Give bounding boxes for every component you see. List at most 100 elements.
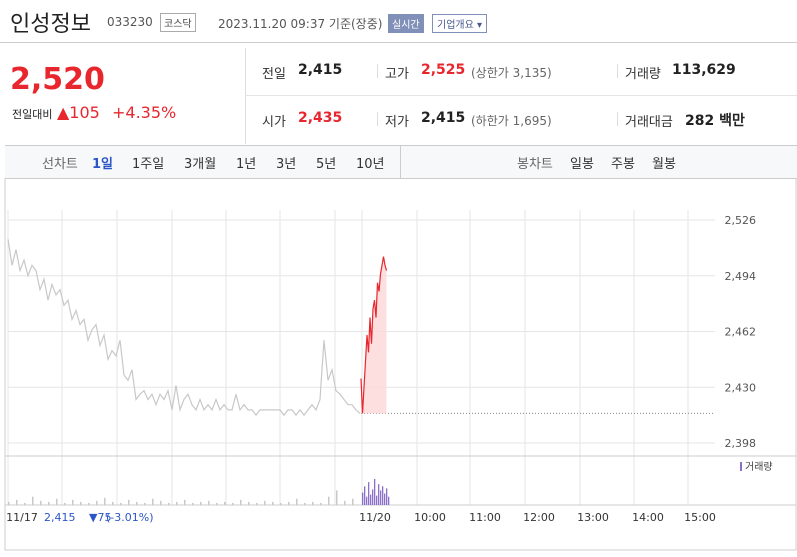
x-tick-label: 10:00 — [414, 511, 446, 524]
volume-bar — [372, 489, 374, 505]
x-tick-label: 14:00 — [632, 511, 664, 524]
volume-bar — [232, 502, 234, 505]
volume-bar — [382, 486, 384, 505]
volume-bar — [56, 498, 58, 505]
volume-bar — [88, 502, 90, 505]
cell-divider — [377, 64, 378, 78]
volume-bar — [48, 501, 50, 505]
volume-bar — [128, 499, 130, 505]
stat-value: 2,415 — [421, 110, 466, 126]
volume-bar — [344, 500, 346, 505]
volume-bar — [104, 497, 106, 505]
stock-name: 인성정보 — [10, 12, 91, 37]
stat-label: 고가 — [385, 67, 409, 82]
stat-value: 2,435 — [298, 110, 343, 126]
period-tab[interactable]: 1년 — [236, 157, 257, 172]
volume-bar — [256, 502, 258, 505]
candle-tab[interactable]: 월봉 — [652, 157, 676, 172]
volume-bar — [72, 499, 74, 505]
period-tab[interactable]: 5년 — [316, 157, 337, 172]
volume-bar — [362, 492, 364, 505]
volume-bar — [384, 493, 386, 505]
period-tab[interactable]: 1일 — [92, 157, 114, 172]
volume-legend: 거래량 — [745, 461, 773, 473]
market-badge: 코스닥 — [160, 13, 196, 32]
volume-bar — [64, 502, 66, 505]
stat-label: 거래량 — [625, 67, 661, 82]
prev-summary: (-3.01%) — [106, 511, 154, 524]
volume-bar — [16, 499, 18, 505]
x-tick-label: 15:00 — [684, 511, 716, 524]
candle-tab[interactable]: 일봉 — [570, 157, 594, 172]
period-tab[interactable]: 3개월 — [184, 157, 217, 172]
stat-note: (하한가 1,695) — [471, 114, 552, 128]
x-tick-label: 11:00 — [469, 511, 501, 524]
stat-label: 거래대금 — [625, 115, 673, 130]
prev-summary: ▼75 — [89, 511, 111, 524]
row-divider — [245, 95, 797, 96]
x-tick-label: 11/17 — [6, 511, 38, 524]
stat-value: 2,415 — [298, 62, 343, 78]
cell-divider — [377, 112, 378, 126]
volume-bar — [176, 501, 178, 505]
y-tick-label: 2,462 — [725, 326, 757, 339]
volume-bar — [280, 502, 282, 505]
volume-bar — [376, 495, 378, 505]
current-price: 2,520 — [10, 62, 105, 97]
stat-value: 2,525 — [421, 62, 466, 78]
quote-time: 2023.11.20 09:37 기준(장중) — [218, 17, 383, 31]
stat-value: 282 백만 — [685, 113, 745, 129]
x-tick-label: 12:00 — [523, 511, 555, 524]
volume-bar — [192, 502, 194, 505]
volume-bar — [352, 498, 354, 505]
volume-bar — [96, 500, 98, 505]
period-tab[interactable]: 10년 — [356, 157, 385, 172]
volume-bar — [386, 488, 388, 505]
realtime-button[interactable]: 실시간 — [388, 14, 424, 33]
company-button[interactable]: 기업개요 ▾ — [432, 14, 488, 33]
change: ▲105 — [57, 103, 100, 122]
y-tick-label: 2,398 — [725, 437, 757, 450]
stat-note: (상한가 3,135) — [471, 66, 552, 80]
volume-bar — [136, 501, 138, 505]
volume-bar — [336, 490, 338, 505]
x-tick-label: 11/20 — [359, 511, 391, 524]
period-tab[interactable]: 3년 — [276, 157, 297, 172]
chart-frame — [4, 178, 797, 551]
volume-bar — [8, 501, 10, 505]
volume-bar — [40, 500, 42, 505]
area — [361, 256, 387, 414]
volume-bar — [200, 501, 202, 505]
volume-bar — [312, 501, 314, 505]
change-rate: +4.35% — [112, 103, 177, 122]
x-tick-label: 13:00 — [577, 511, 609, 524]
volume-bar — [112, 501, 114, 505]
cell-divider — [617, 64, 618, 78]
volume-bar — [224, 501, 226, 505]
volume-bar — [208, 500, 210, 505]
volume-bar — [320, 502, 322, 505]
volume-bar — [248, 501, 250, 505]
volume-bar — [288, 501, 290, 505]
stat-label: 시가 — [262, 115, 286, 130]
tab-label: 선차트 — [42, 157, 78, 172]
volume-bar — [304, 502, 306, 505]
chart: 2,398 2,430 2,462 2,494 2,526 거래량 11/17 11/20 10… — [4, 178, 797, 551]
candle-tab[interactable]: 주봉 — [611, 157, 635, 172]
volume-bar — [80, 501, 82, 505]
volume-bar — [184, 499, 186, 505]
volume-bar — [380, 490, 382, 505]
volume-bar — [368, 482, 370, 505]
volume-bar — [378, 484, 380, 505]
period-tab[interactable]: 1주일 — [132, 157, 165, 172]
volume-bar — [364, 486, 366, 505]
volume-bar — [328, 496, 330, 505]
change-label: 전일대비 — [12, 108, 53, 121]
volume-bar — [264, 500, 266, 505]
tab-divider — [400, 145, 401, 178]
tab-bar — [5, 145, 797, 179]
cell-divider — [617, 112, 618, 126]
tab-label: 봉차트 — [517, 157, 553, 172]
volume-bar — [152, 498, 154, 505]
